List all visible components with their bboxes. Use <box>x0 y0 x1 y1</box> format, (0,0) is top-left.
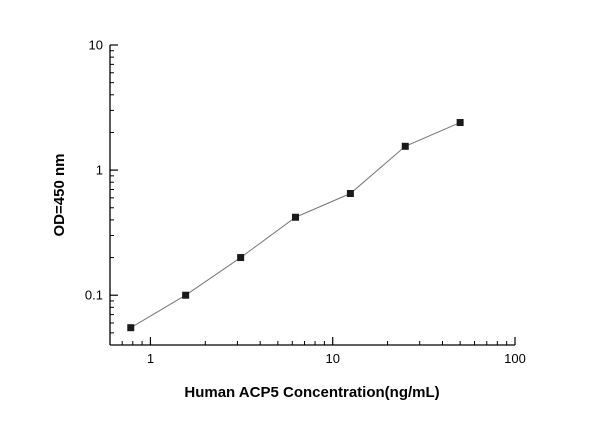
x-tick-label: 1 <box>147 351 154 366</box>
series-line <box>130 122 461 329</box>
x-tick-label: 100 <box>504 351 526 366</box>
data-point-marker <box>401 142 409 150</box>
data-point-marker <box>127 324 135 332</box>
data-point-marker <box>346 190 354 198</box>
x-axis-label: Human ACP5 Concentration(ng/mL) <box>184 384 439 401</box>
data-point-marker <box>456 119 464 127</box>
y-tick-label: 0.1 <box>85 288 103 303</box>
data-point-marker <box>182 291 190 299</box>
y-tick-label: 1 <box>96 163 103 178</box>
data-point-marker <box>237 254 245 262</box>
y-tick-label: 10 <box>89 38 103 53</box>
x-tick-label: 10 <box>325 351 339 366</box>
data-point-marker <box>292 213 300 221</box>
plot-area: 1 10 100 0.1 1 10 <box>85 38 526 367</box>
y-axis-label: OD=450 nm <box>51 154 68 237</box>
